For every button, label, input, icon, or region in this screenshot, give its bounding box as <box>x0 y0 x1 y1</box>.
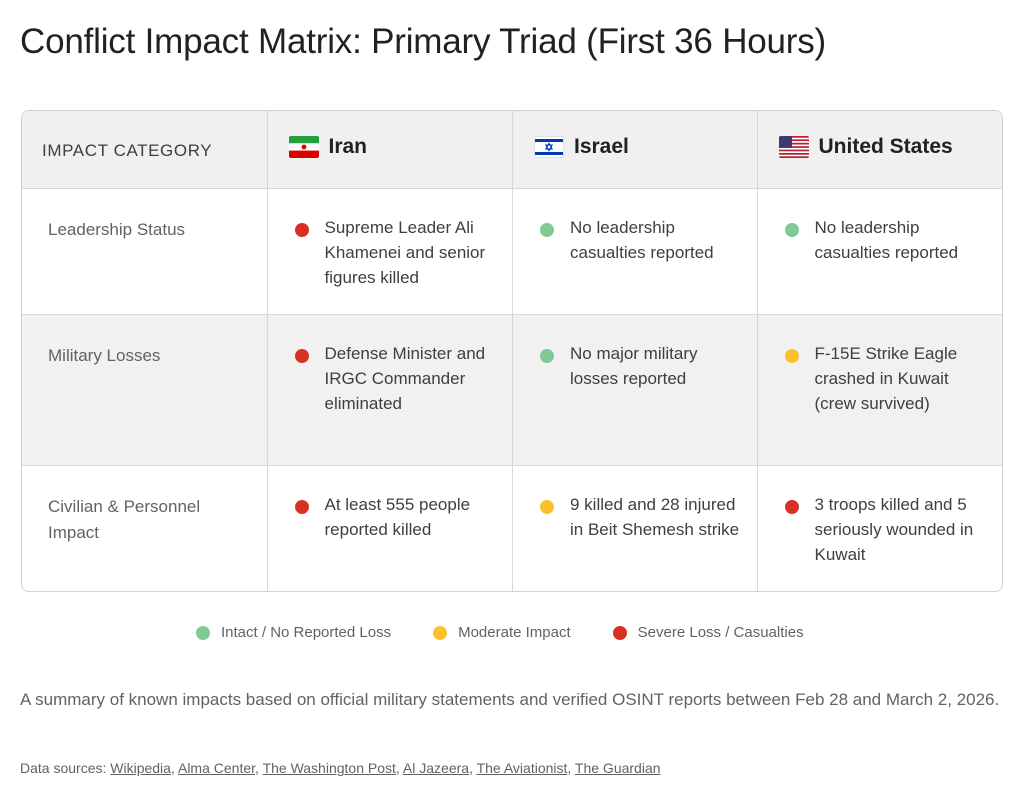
summary-text: A summary of known impacts based on offi… <box>20 690 1000 709</box>
impact-text: 3 troops killed and 5 seriously wounded … <box>814 495 974 564</box>
category-label: Civilian & Personnel Impact <box>48 497 201 542</box>
header-category-cell: IMPACT CATEGORY <box>22 111 267 188</box>
legend-label: Moderate Impact <box>458 624 571 641</box>
impact-cell: At least 555 people reported killed <box>266 466 513 591</box>
header-country-cell: United States <box>756 111 1003 188</box>
source-link-alma-center[interactable]: Alma Center <box>177 760 256 776</box>
header-country-cell: Iran <box>266 111 513 188</box>
impact-text: 9 killed and 28 injured in Beit Shemesh … <box>570 495 740 539</box>
status-legend: Intact / No Reported Loss Moderate Impac… <box>196 624 804 641</box>
severe-status-dot-icon <box>294 500 309 514</box>
moderate-status-dot-icon <box>784 349 799 363</box>
impact-cell: Defense Minister and IRGC Commander elim… <box>266 315 513 465</box>
category-label: Leadership Status <box>48 220 186 239</box>
impact-text: No leadership casualties reported <box>814 218 959 262</box>
legend-item: Moderate Impact <box>433 624 571 641</box>
impact-text: Defense Minister and IRGC Commander elim… <box>324 344 486 413</box>
source-link-wikipedia[interactable]: Wikipedia <box>110 760 171 776</box>
impact-text: At least 555 people reported killed <box>324 495 471 539</box>
page-title: Conflict Impact Matrix: Primary Triad (F… <box>20 22 827 61</box>
impact-text: No leadership casualties reported <box>570 218 714 262</box>
legend-label: Severe Loss / Casualties <box>637 624 804 641</box>
sources-prefix: Data sources: <box>20 760 107 776</box>
impact-text: No major military losses reported <box>570 344 698 388</box>
severe-legend-dot-icon <box>612 625 627 640</box>
table-row: Military Losses Defense Minister and IRG… <box>22 315 1002 466</box>
intact-status-dot-icon <box>784 223 799 237</box>
impact-cell: No leadership casualties reported <box>512 189 757 314</box>
source-link-washington-post[interactable]: The Washington Post <box>262 760 396 776</box>
severe-status-dot-icon <box>784 500 799 514</box>
intact-status-dot-icon <box>540 349 554 363</box>
impact-cell: No leadership casualties reported <box>756 189 1003 314</box>
header-country-iran: Iran <box>328 135 368 158</box>
impact-text: F-15E Strike Eagle crashed in Kuwait (cr… <box>814 344 958 413</box>
data-sources: Data sources: Wikipedia, Alma Center, Th… <box>20 760 661 776</box>
impact-matrix-table: IMPACT CATEGORY Iran <box>21 110 1003 592</box>
impact-text: Supreme Leader Ali Khamenei and senior f… <box>324 218 486 287</box>
impact-cell: 3 troops killed and 5 seriously wounded … <box>756 466 1003 591</box>
header-country-united-states: United States <box>818 135 953 158</box>
source-link-the-guardian[interactable]: The Guardian <box>574 760 661 776</box>
impact-cell: No major military losses reported <box>512 315 757 465</box>
table-row: Leadership Status Supreme Leader Ali Kha… <box>22 189 1002 315</box>
category-cell: Leadership Status <box>22 189 267 314</box>
source-link-al-jazeera[interactable]: Al Jazeera <box>402 760 470 776</box>
severe-status-dot-icon <box>294 349 309 363</box>
flag-united-states-icon <box>778 136 809 158</box>
legend-item: Severe Loss / Casualties <box>612 624 804 641</box>
impact-cell: 9 killed and 28 injured in Beit Shemesh … <box>512 466 757 591</box>
intact-status-dot-icon <box>540 223 554 237</box>
impact-cell: F-15E Strike Eagle crashed in Kuwait (cr… <box>756 315 1003 465</box>
flag-israel-icon <box>534 136 564 158</box>
header-category-label: IMPACT CATEGORY <box>42 141 213 160</box>
flag-iran-icon <box>288 136 319 158</box>
category-cell: Civilian & Personnel Impact <box>22 466 267 591</box>
impact-cell: Supreme Leader Ali Khamenei and senior f… <box>266 189 513 314</box>
category-label: Military Losses <box>48 346 161 365</box>
table-row: Civilian & Personnel Impact At least 555… <box>22 466 1003 591</box>
intact-legend-dot-icon <box>196 625 210 640</box>
header-country-israel: Israel <box>574 135 629 158</box>
severe-status-dot-icon <box>294 223 309 237</box>
source-link-the-aviationist[interactable]: The Aviationist <box>476 760 568 776</box>
legend-item: Intact / No Reported Loss <box>196 624 391 641</box>
header-country-cell: Israel <box>512 111 757 188</box>
category-cell: Military Losses <box>22 315 267 465</box>
table-header-row: IMPACT CATEGORY Iran <box>22 111 1002 189</box>
legend-label: Intact / No Reported Loss <box>221 624 392 641</box>
moderate-status-dot-icon <box>540 500 554 514</box>
moderate-legend-dot-icon <box>433 625 448 640</box>
